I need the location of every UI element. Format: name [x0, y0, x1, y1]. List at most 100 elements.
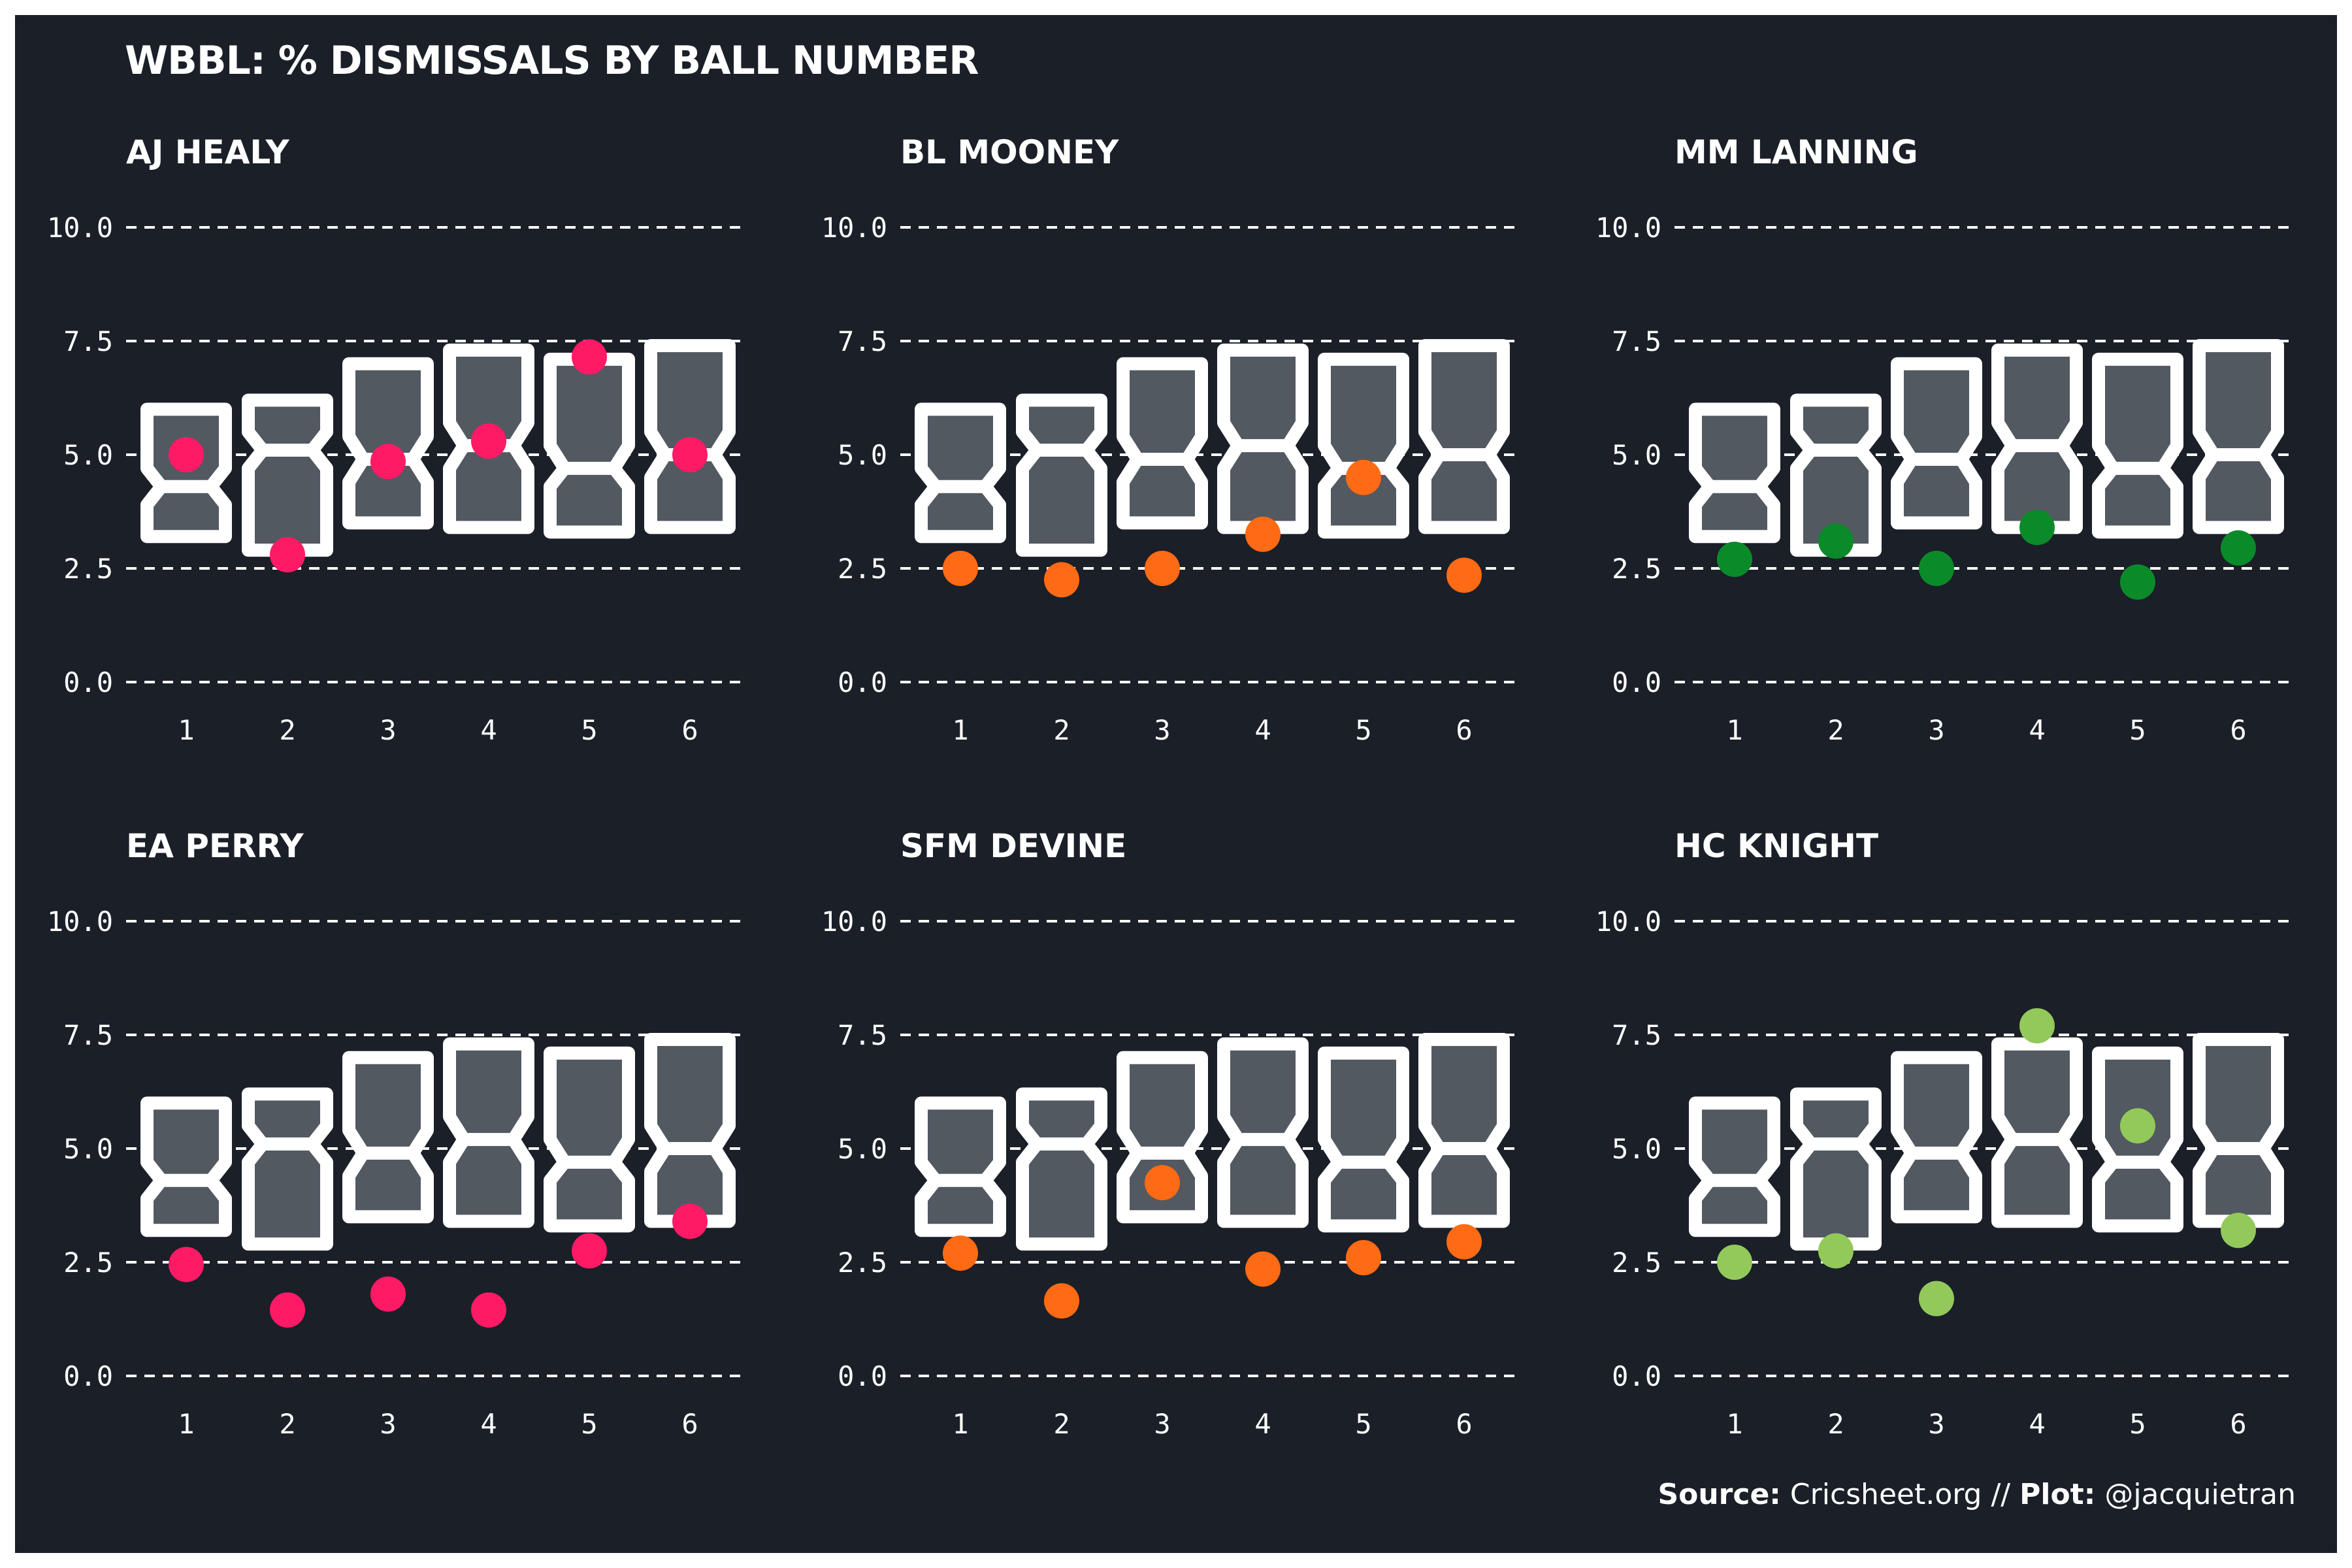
y-tick-label: 7.5 — [63, 325, 113, 357]
point-bl-mooney-ball-5 — [1346, 459, 1381, 495]
facet-hc-knight: HC KNIGHT 0.0 2.5 5.0 7.5 10.0 1 2 3 4 5 6 — [1595, 827, 2290, 1440]
point-aj-healy-ball-5 — [572, 339, 607, 375]
x-tick-label: 6 — [681, 714, 698, 746]
point-hc-knight-ball-2 — [1818, 1233, 1854, 1269]
x-tick-label: 1 — [1726, 714, 1742, 746]
y-tick-label: 0.0 — [63, 1360, 113, 1392]
point-bl-mooney-ball-1 — [943, 551, 978, 586]
box-ball-2 — [1790, 1087, 1882, 1251]
caption: Source: Cricsheet.org // Plot: @jacquiet… — [1658, 1478, 2296, 1511]
box-ball-5 — [1318, 352, 1409, 539]
point-ea-perry-ball-6 — [672, 1203, 708, 1239]
y-tick-label: 0.0 — [1612, 1360, 1661, 1392]
box-ball-2 — [1016, 1087, 1107, 1251]
point-ea-perry-ball-2 — [270, 1292, 305, 1328]
box-ball-3 — [1117, 1051, 1208, 1224]
box-ball-5 — [1318, 1046, 1409, 1233]
y-tick-label: 7.5 — [1612, 1019, 1661, 1051]
y-tick-label: 5.0 — [1612, 439, 1661, 471]
box-ball-3 — [342, 357, 434, 530]
y-tick-label: 7.5 — [838, 1019, 887, 1051]
x-tick-label: 4 — [1254, 714, 1271, 746]
y-tick-label: 0.0 — [63, 666, 113, 698]
x-tick-label: 2 — [1827, 714, 1844, 746]
point-hc-knight-ball-3 — [1919, 1281, 1954, 1316]
y-tick-label: 0.0 — [838, 666, 887, 698]
y-tick-label: 10.0 — [47, 212, 113, 244]
y-tick-label: 2.5 — [838, 553, 887, 585]
y-tick-label: 5.0 — [63, 439, 113, 471]
point-hc-knight-ball-6 — [2221, 1213, 2256, 1249]
facet-ea-perry: EA PERRY 0.0 2.5 5.0 7.5 10.0 1 2 3 4 5 6 — [47, 827, 742, 1440]
point-mm-lanning-ball-6 — [2221, 530, 2256, 566]
x-tick-label: 2 — [279, 1408, 295, 1440]
point-sfm-devine-ball-4 — [1245, 1251, 1281, 1287]
box-ball-3 — [1117, 357, 1208, 530]
point-hc-knight-ball-1 — [1717, 1245, 1752, 1280]
point-aj-healy-ball-1 — [169, 437, 204, 472]
x-tick-label: 6 — [681, 1408, 698, 1440]
box-ball-1 — [140, 402, 232, 544]
facet-aj-healy: AJ HEALY 0.0 2.5 5.0 7.5 10.0 1 2 3 4 5 6 — [47, 133, 742, 746]
y-tick-label: 10.0 — [821, 906, 887, 938]
chart-title: WBBL: % DISMISSALS BY BALL NUMBER — [125, 38, 979, 84]
point-mm-lanning-ball-4 — [2019, 510, 2055, 546]
point-mm-lanning-ball-5 — [2120, 564, 2155, 600]
x-tick-label: 6 — [2230, 714, 2246, 746]
y-tick-label: 10.0 — [47, 906, 113, 938]
point-sfm-devine-ball-6 — [1446, 1224, 1482, 1260]
y-tick-label: 5.0 — [1612, 1133, 1661, 1165]
point-mm-lanning-ball-2 — [1818, 523, 1854, 559]
x-tick-label: 6 — [1456, 1408, 1472, 1440]
x-tick-label: 5 — [1355, 1408, 1371, 1440]
y-tick-label: 7.5 — [838, 325, 887, 357]
box-ball-5 — [544, 1046, 635, 1233]
point-bl-mooney-ball-6 — [1446, 557, 1482, 593]
x-tick-label: 2 — [1053, 714, 1070, 746]
x-tick-label: 5 — [581, 1408, 597, 1440]
x-tick-label: 3 — [1928, 1408, 1944, 1440]
point-ea-perry-ball-1 — [169, 1247, 204, 1282]
box-ball-1 — [915, 402, 1006, 544]
caption-plot-value: @jacquietran — [2104, 1478, 2296, 1511]
y-tick-label: 10.0 — [821, 212, 887, 244]
y-tick-label: 2.5 — [1612, 553, 1661, 585]
x-tick-label: 5 — [1355, 714, 1371, 746]
box-ball-5 — [544, 352, 635, 539]
box-ball-6 — [644, 1032, 736, 1228]
box-ball-6 — [644, 338, 736, 534]
point-aj-healy-ball-3 — [370, 444, 406, 480]
y-tick-label: 7.5 — [63, 1019, 113, 1051]
y-tick-label: 2.5 — [63, 1247, 113, 1279]
point-bl-mooney-ball-4 — [1245, 516, 1281, 552]
x-tick-label: 2 — [1053, 1408, 1070, 1440]
y-tick-label: 10.0 — [1595, 212, 1661, 244]
box-ball-1 — [915, 1096, 1006, 1237]
x-tick-label: 6 — [1456, 714, 1472, 746]
caption-source-label: Source: — [1658, 1478, 1781, 1511]
y-tick-label: 2.5 — [63, 553, 113, 585]
x-tick-label: 2 — [1827, 1408, 1844, 1440]
box-ball-2 — [1016, 393, 1107, 557]
point-sfm-devine-ball-1 — [943, 1235, 978, 1271]
x-tick-label: 3 — [380, 714, 396, 746]
point-mm-lanning-ball-3 — [1919, 551, 1954, 586]
box-ball-1 — [1689, 1096, 1780, 1237]
facet-bl-mooney: BL MOONEY 0.0 2.5 5.0 7.5 10.0 1 2 3 4 5 6 — [821, 133, 1516, 746]
y-tick-label: 5.0 — [838, 439, 887, 471]
box-ball-4 — [1991, 343, 2083, 534]
y-tick-label: 0.0 — [838, 1360, 887, 1392]
x-tick-label: 5 — [2129, 714, 2146, 746]
x-tick-label: 2 — [279, 714, 295, 746]
x-tick-label: 5 — [581, 714, 597, 746]
x-tick-label: 4 — [2029, 714, 2045, 746]
y-tick-label: 10.0 — [1595, 906, 1661, 938]
facet-title-hc-knight: HC KNIGHT — [1674, 827, 1878, 865]
facet-title-mm-lanning: MM LANNING — [1674, 133, 1918, 171]
x-tick-label: 4 — [2029, 1408, 2045, 1440]
point-bl-mooney-ball-3 — [1145, 551, 1180, 586]
box-ball-3 — [342, 1051, 434, 1224]
y-tick-label: 0.0 — [1612, 666, 1661, 698]
caption-plot-label: Plot: — [2019, 1478, 2096, 1511]
x-tick-label: 1 — [1726, 1408, 1742, 1440]
